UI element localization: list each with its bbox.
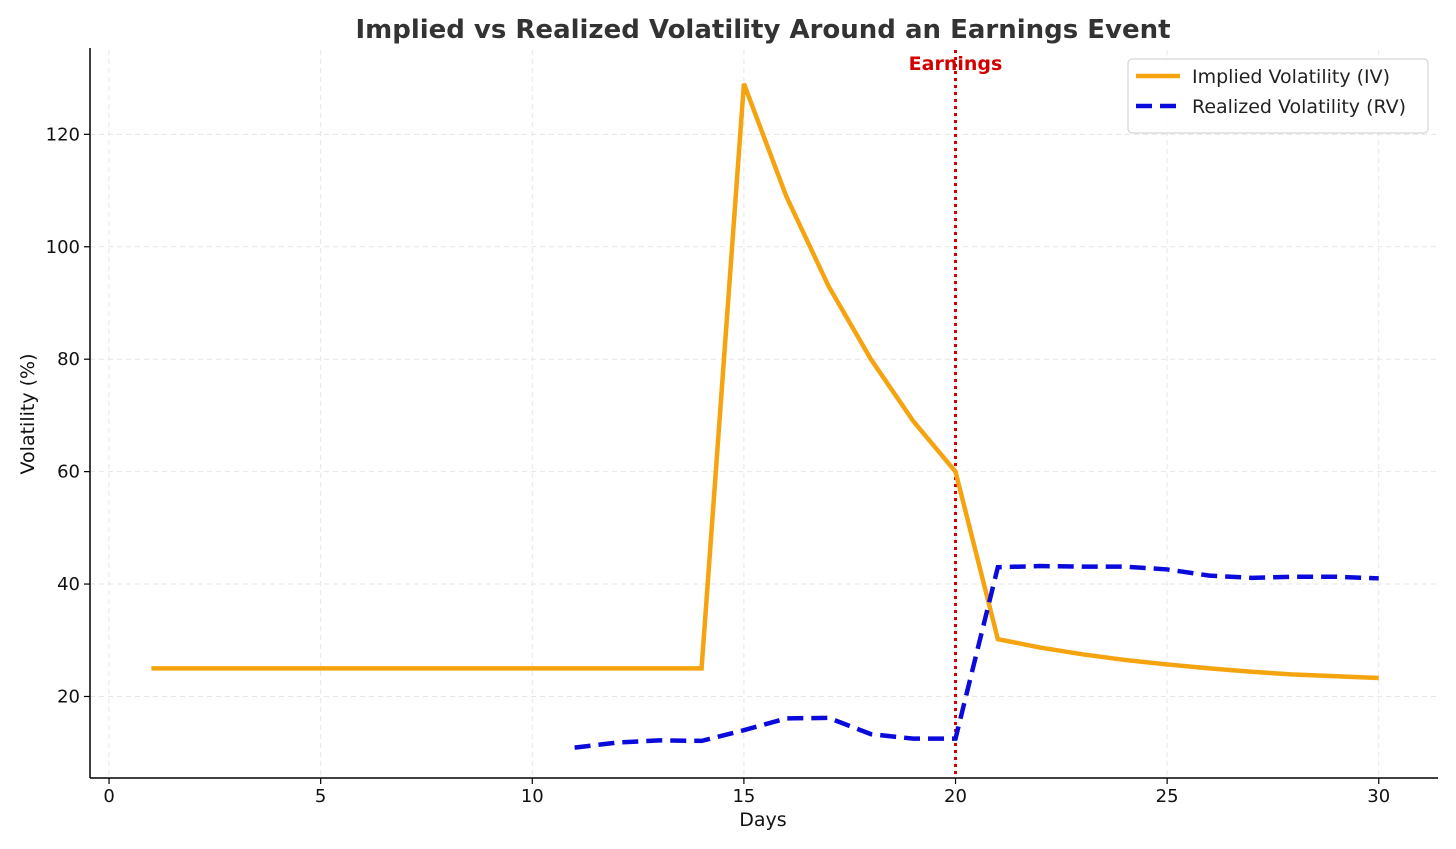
y-tick-label: 80 bbox=[57, 349, 80, 370]
x-tick-label: 5 bbox=[315, 786, 326, 807]
x-tick-label: 0 bbox=[103, 786, 114, 807]
x-tick-label: 15 bbox=[732, 786, 755, 807]
axes: 0 5 10 15 20 25 30 20 40 60 80 100 120 bbox=[46, 48, 1438, 807]
series-line-implied-volatility-iv bbox=[151, 82, 1379, 681]
series-lines bbox=[151, 82, 1379, 750]
earnings-marker: Earnings bbox=[909, 50, 1003, 778]
y-tick-label: 20 bbox=[57, 686, 80, 707]
y-tick-label: 60 bbox=[57, 462, 80, 483]
legend-box bbox=[1127, 58, 1429, 134]
legend-label-realized-volatility-rv: Realized Volatility (RV) bbox=[1192, 96, 1406, 118]
x-axis-label: Days bbox=[739, 809, 786, 831]
legend: Implied Volatility (IV) Realized Volatili… bbox=[1127, 58, 1429, 134]
y-axis-label: Volatility (%) bbox=[17, 354, 39, 475]
legend-label-implied-volatility-iv: Implied Volatility (IV) bbox=[1192, 66, 1390, 88]
x-tick-label: 10 bbox=[521, 786, 544, 807]
chart-title: Implied vs Realized Volatility Around an… bbox=[355, 15, 1170, 45]
x-tick-label: 30 bbox=[1367, 786, 1390, 807]
x-tick-label: 20 bbox=[944, 786, 967, 807]
x-tick-label: 25 bbox=[1156, 786, 1179, 807]
earnings-label: Earnings bbox=[909, 53, 1003, 75]
series-line-realized-volatility-rv bbox=[574, 563, 1379, 750]
y-tick-label: 120 bbox=[46, 124, 80, 145]
y-tick-label: 100 bbox=[46, 237, 80, 258]
y-tick-label: 40 bbox=[57, 574, 80, 595]
